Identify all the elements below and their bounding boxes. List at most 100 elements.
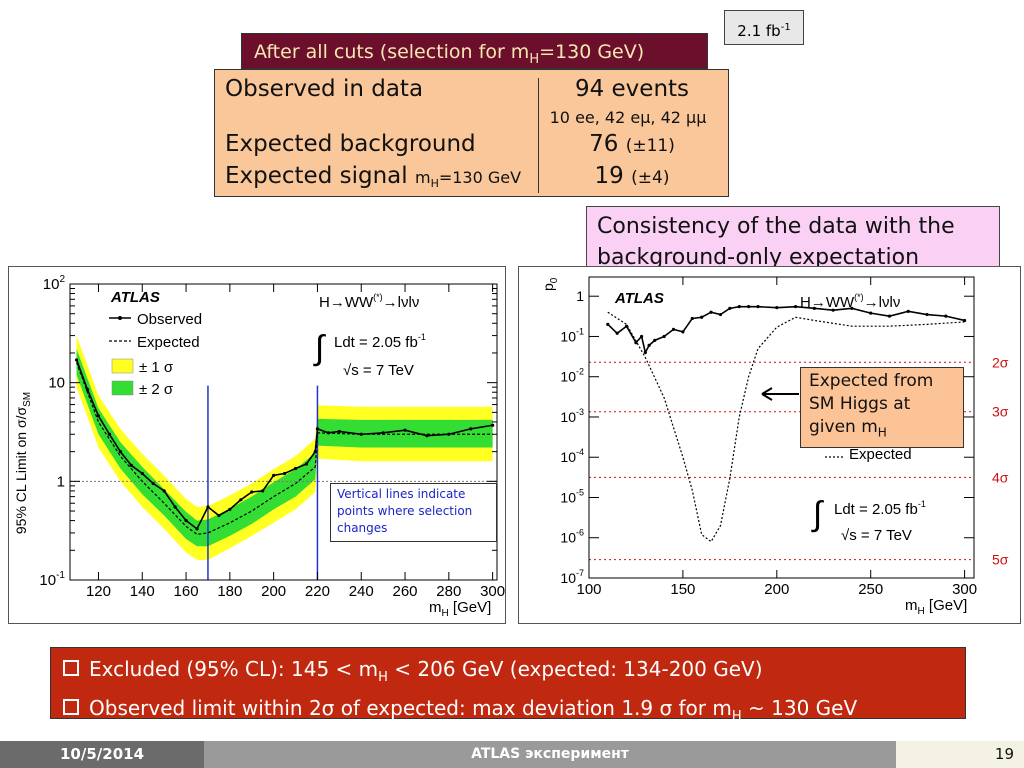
observed-p0-point <box>718 312 723 317</box>
observed-point <box>261 489 265 493</box>
observed-point <box>85 388 90 392</box>
process-main: H→WW <box>319 294 374 311</box>
signal-value-cell: 19 (±4) <box>537 163 727 189</box>
y-tick-exponent-right: -7 <box>576 568 584 578</box>
y-tick-exponent: 2 <box>59 274 65 285</box>
observed-p0-point <box>775 306 779 310</box>
expected-p0-line <box>607 311 965 543</box>
x-axis-label-sub: H <box>442 608 449 619</box>
selection-title-sub: H <box>529 51 540 67</box>
y-tick-exponent-right: -4 <box>576 447 584 457</box>
observed-p0-point <box>700 315 704 319</box>
observed-point <box>359 432 363 436</box>
signal-mass: mH=130 GeV <box>414 168 522 191</box>
x-axis-label-right-unit: [GeV] <box>925 597 968 614</box>
x-tick-label: 240 <box>349 583 374 600</box>
y-axis-label: 95% CL Limit on σ/σSM <box>13 392 33 534</box>
observed-point <box>96 414 101 418</box>
observed-point <box>151 481 155 486</box>
observed-point <box>250 490 254 494</box>
observed-point <box>217 513 221 518</box>
x-tick-label: 200 <box>261 583 286 600</box>
y-tick-label-right: 10-2 <box>560 367 584 385</box>
callout-arrow-icon <box>761 387 773 401</box>
band-2sigma <box>76 335 493 560</box>
x-tick-label: 280 <box>436 583 461 600</box>
band-1sigma <box>76 348 493 547</box>
observed-p0-point <box>963 318 967 323</box>
y-tick-label-right: 10-1 <box>560 326 584 344</box>
significance-label: 5σ <box>992 552 1009 568</box>
signal-label: Expected signal <box>225 163 408 189</box>
conclusion-item: Excluded (95% CL): 145 < mH < 206 GeV (e… <box>63 654 953 693</box>
expected-callout: Expected from SM Higgs at given mH <box>800 367 964 448</box>
sqrts-label: √s = 7 TeV <box>343 362 414 379</box>
observed-p0-point <box>737 305 741 309</box>
observed-value: 94 events <box>574 76 690 102</box>
observed-point <box>326 431 330 435</box>
observed-point <box>304 462 309 466</box>
expected-callout-line3-pre: given m <box>809 417 878 437</box>
footer-title: ATLAS эксперимент <box>204 741 896 768</box>
y-axis-label-right-main: p <box>540 283 556 291</box>
observed-p0-point <box>634 341 638 345</box>
process-tail: →lνlν <box>383 294 420 311</box>
luminosity-badge: 2.1 fb-1 <box>724 10 804 45</box>
integral-symbol: ∫ <box>313 329 326 367</box>
lumi-label-right: Ldt = 2.05 fb-1 <box>834 499 926 518</box>
signal-mass-pre: m <box>414 168 431 187</box>
observed-point <box>173 505 177 509</box>
limit-axes: 120 140 160 180 200 220 240 260 280 300 10-1 1 10 102 <box>39 274 505 600</box>
observed-p0-point <box>662 334 666 339</box>
signal-mass-sub: H <box>430 177 439 191</box>
observed-label: Observed in data <box>225 76 424 102</box>
process-label-right: H→WW(*)→lνlν <box>800 292 900 311</box>
legend-2sigma-swatch <box>111 380 134 396</box>
signal-uncertainty: (±4) <box>631 168 670 188</box>
lumi-sup: -1 <box>418 332 426 342</box>
expected-callout-line2: SM Higgs at <box>809 394 911 414</box>
observed-p0-point <box>850 306 854 310</box>
y-tick-label: 1 <box>57 473 65 490</box>
process-label: H→WW(*)→lνlν <box>319 292 419 311</box>
observed-point <box>228 507 232 511</box>
signal-mass-post: =130 GeV <box>438 168 522 187</box>
observed-point <box>293 466 298 471</box>
observed-point <box>272 473 276 477</box>
lumi-sup-right: -1 <box>918 499 926 509</box>
selection-title: After all cuts (selection for mH=130 GeV… <box>241 33 708 69</box>
significance-label: 4σ <box>992 469 1009 485</box>
x-axis-label: mH [GeV] <box>429 599 491 619</box>
x-tick-label: 140 <box>130 583 155 600</box>
x-tick-label: 260 <box>393 583 418 600</box>
signal-label-cell: Expected signal mH=130 GeV <box>225 163 521 190</box>
legend-observed: Observed <box>137 311 202 328</box>
x-tick-label: 120 <box>86 583 111 600</box>
y-axis-label-right-sub: 0 <box>549 277 560 283</box>
expected-callout-line3-sub: H <box>877 425 887 440</box>
legend-2sigma: ± 2 σ <box>139 381 174 398</box>
observed-point <box>469 427 473 431</box>
integral-symbol-right: ∫ <box>811 495 824 533</box>
legend-1sigma: ± 1 σ <box>139 359 174 376</box>
observed-p0-point <box>887 314 892 318</box>
legend-expected-right: Expected <box>849 446 912 463</box>
x-axis-label-unit: [GeV] <box>449 599 492 616</box>
observed-point <box>195 527 199 531</box>
selection-title-tail: =130 GeV) <box>539 41 645 63</box>
process-star-right: (*) <box>854 292 864 302</box>
conclusion-tail: ~ 130 GeV <box>741 696 858 720</box>
observed-breakdown: 10 ee, 42 eμ, 42 μμ <box>549 108 707 127</box>
observed-p0-point <box>690 316 694 321</box>
lumi-main: Ldt = 2.05 fb <box>334 334 418 351</box>
x-axis-label-right-main: m <box>905 597 918 614</box>
observed-p0-point <box>709 310 713 314</box>
observed-point <box>282 471 287 476</box>
x-tick-label-right: 100 <box>576 581 601 598</box>
limit-plot-panel: 120 140 160 180 200 220 240 260 280 300 10-1 1 10 102… <box>8 266 506 624</box>
y-tick-label-right: 10-6 <box>560 528 584 546</box>
observed-p0-point <box>756 305 760 309</box>
y-tick-label: 102 <box>43 274 66 293</box>
observed-point <box>129 463 133 468</box>
observed-point <box>162 489 166 493</box>
